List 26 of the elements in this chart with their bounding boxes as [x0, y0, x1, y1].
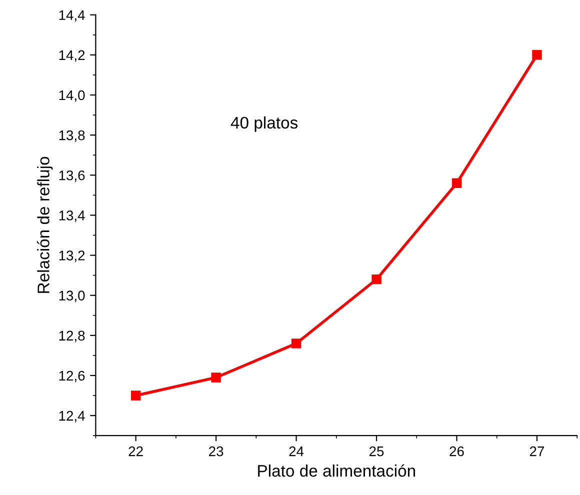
y-tick-label: 12,4 — [59, 410, 85, 422]
y-tick-label: 13,2 — [59, 250, 85, 262]
x-tick-label: 26 — [450, 446, 464, 456]
point — [211, 372, 221, 382]
x-tick-label: 27 — [530, 446, 544, 456]
point — [532, 50, 542, 60]
y-tick-label: 14,0 — [59, 90, 85, 102]
x-tick-label: 24 — [289, 446, 304, 456]
y-tick-label: 14,4 — [59, 10, 85, 22]
x-axis-title: Plato de alimentación — [258, 464, 416, 477]
point — [130, 390, 141, 400]
point — [452, 178, 462, 188]
y-tick-label: 12,8 — [59, 330, 85, 342]
point — [291, 338, 302, 348]
x-tick-label: 22 — [128, 446, 143, 456]
point — [372, 274, 382, 284]
y-axis-title: Relación de reflujo — [36, 156, 53, 293]
annotation: 40 platos — [230, 116, 298, 132]
y-tick-label: 13,6 — [59, 170, 85, 182]
y-tick-label: 12,6 — [59, 370, 85, 382]
y-tick-label: 14,2 — [59, 50, 85, 62]
x-tick-label: 23 — [209, 446, 224, 456]
x-tick-label: 25 — [369, 446, 384, 456]
y-tick-label: 13,0 — [59, 290, 85, 302]
y-tick-label: 13,4 — [59, 210, 85, 222]
y-tick-label: 13,8 — [59, 130, 85, 142]
